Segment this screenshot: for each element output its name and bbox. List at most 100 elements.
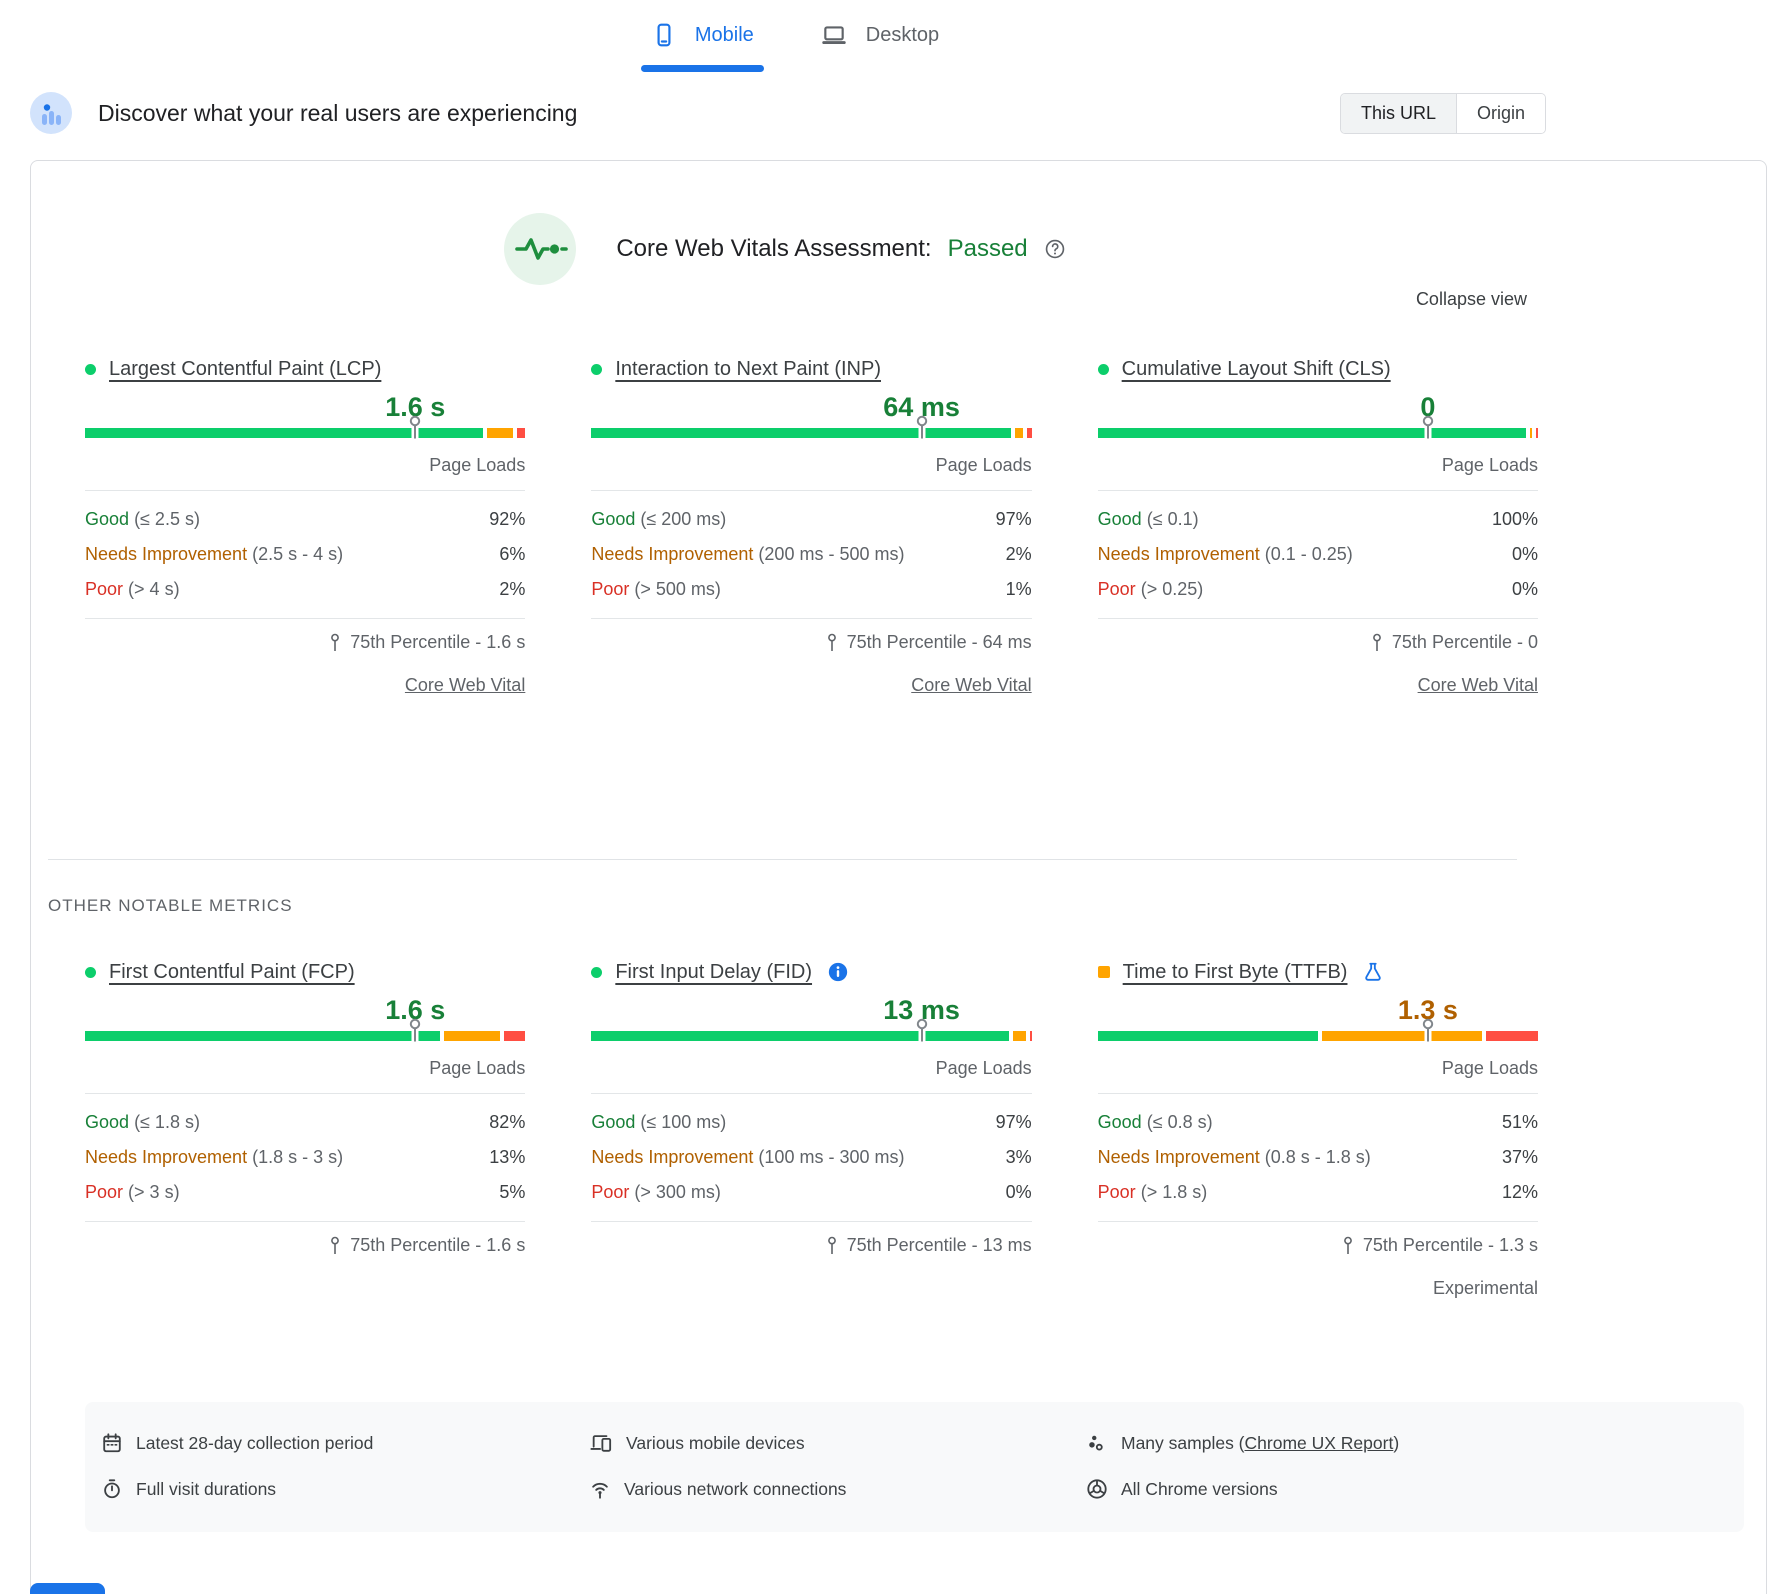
bar-segment-poor [1536, 428, 1538, 438]
metric-distribution-bar [85, 415, 526, 439]
distribution-label: Poor [85, 1182, 124, 1202]
distribution-range: (> 4 s) [128, 579, 180, 599]
distribution-row-ni: Needs Improvement (0.1 - 0.25) 0% [1098, 537, 1538, 572]
metric-status-dot-icon [85, 363, 96, 375]
distribution-percent: 1% [1005, 579, 1032, 599]
metric-status-dot-icon [85, 966, 96, 978]
origin-button[interactable]: Origin [1455, 93, 1545, 133]
network-icon [589, 1478, 611, 1500]
metric-title-link-inp[interactable]: Interaction to Next Paint (INP) [615, 357, 881, 380]
distribution-range: (> 0.25) [1140, 579, 1204, 599]
core-web-vital-link[interactable]: Core Web Vital [404, 675, 526, 695]
samples-icon [1086, 1432, 1108, 1454]
footer-item-text: Latest 28-day collection period [136, 1432, 374, 1453]
bar-segment-poor [516, 428, 526, 438]
distribution-percent: 100% [1491, 509, 1538, 529]
distribution-label: Good [591, 1112, 636, 1132]
chrome-ux-report-link[interactable]: Chrome UX Report [1244, 1432, 1394, 1453]
footer-item-text: Many samples (Chrome UX Report) [1121, 1432, 1400, 1453]
distribution-row-ni: Needs Improvement (100 ms - 300 ms) 3% [591, 1140, 1031, 1175]
devices-icon [589, 1432, 613, 1454]
pin-icon [1371, 633, 1383, 652]
bar-segment-ni [1014, 428, 1024, 438]
core-web-vital-link[interactable]: Core Web Vital [911, 675, 1032, 695]
metric-title-row: Time to First Byte (TTFB) [1097, 959, 1538, 985]
pin-icon [826, 633, 838, 652]
tab-desktop[interactable]: Desktop [818, 16, 941, 72]
distribution-row-ni: Needs Improvement (2.5 s - 4 s) 6% [85, 537, 525, 572]
distribution-row-ni: Needs Improvement (0.8 s - 1.8 s) 37% [1098, 1140, 1538, 1175]
percentile-marker-icon [914, 415, 929, 439]
percentile-marker-icon [1420, 1018, 1435, 1042]
active-tab-underline [640, 65, 764, 72]
experimental-label: Experimental [1432, 1278, 1538, 1298]
stopwatch-icon [101, 1478, 123, 1500]
distribution-percent: 0% [1005, 1182, 1032, 1202]
metric-title-link-fid[interactable]: First Input Delay (FID) [615, 960, 813, 983]
core-web-vital-row: Core Web Vital [591, 675, 1031, 699]
percentile-row: 75th Percentile - 1.6 s [85, 630, 525, 654]
percentile-marker-icon [408, 1018, 423, 1042]
distribution-percent: 12% [1501, 1182, 1538, 1202]
distribution-range: (100 ms - 300 ms) [758, 1147, 905, 1167]
distribution-row-good: Good (≤ 200 ms) 97% [591, 502, 1031, 537]
distribution-label: Poor [591, 1182, 630, 1202]
percentile-label: 75th Percentile - 1.6 s [350, 1234, 526, 1255]
distribution-label: Poor [1097, 1182, 1136, 1202]
metric-value-row: 1.6 s [85, 985, 525, 1031]
footer-item-text: All Chrome versions [1121, 1478, 1278, 1499]
footer-item: Various network connections [589, 1466, 1086, 1512]
metric-value-row: 1.3 s [1098, 985, 1538, 1031]
bar-segment-good [591, 1031, 1009, 1041]
distribution-row-poor: Poor (> 500 ms) 1% [591, 572, 1031, 607]
distribution-range: (> 3 s) [128, 1182, 180, 1202]
footer-item-text: Various mobile devices [626, 1432, 805, 1453]
distribution-row-ni: Needs Improvement (200 ms - 500 ms) 2% [591, 537, 1031, 572]
help-icon[interactable] [1044, 238, 1066, 260]
distribution-range: (0.8 s - 1.8 s) [1264, 1147, 1371, 1167]
distribution-row-poor: Poor (> 4 s) 2% [85, 572, 525, 607]
tab-mobile[interactable]: Mobile [640, 16, 764, 72]
divider [1097, 490, 1538, 491]
distribution-label: Good [1097, 509, 1142, 529]
pin-icon [329, 1236, 341, 1255]
metric-title-link-ttfb[interactable]: Time to First Byte (TTFB) [1122, 960, 1348, 983]
distribution-range: (2.5 s - 4 s) [252, 544, 344, 564]
bar-segment-poor [1027, 428, 1032, 438]
page-loads-label: Page Loads [935, 455, 1032, 475]
info-icon[interactable] [827, 961, 849, 983]
flask-icon[interactable] [1362, 960, 1384, 984]
distribution-row-ni: Needs Improvement (1.8 s - 3 s) 13% [85, 1140, 525, 1175]
pin-icon [329, 633, 341, 652]
page-loads-label: Page Loads [1441, 1058, 1538, 1078]
footer-item-text: Various network connections [624, 1478, 847, 1499]
distribution-label: Good [85, 1112, 130, 1132]
chrome-icon [1086, 1478, 1108, 1500]
this-url-button[interactable]: This URL [1340, 93, 1456, 133]
percentile-marker-icon [1420, 415, 1435, 439]
metric-title-link-cls[interactable]: Cumulative Layout Shift (CLS) [1121, 357, 1391, 380]
core-web-vitals-grid: Largest Contentful Paint (LCP) 1.6 s Page … [85, 356, 1538, 699]
page-loads-label: Page Loads [1441, 455, 1538, 475]
distribution-row-good: Good (≤ 1.8 s) 82% [85, 1105, 525, 1140]
scope-toggle: This URL Origin [1339, 92, 1546, 134]
footer-item: Full visit durations [101, 1466, 589, 1512]
metric-title-link-fcp[interactable]: First Contentful Paint (FCP) [109, 960, 355, 983]
collapse-view-button[interactable]: Collapse view [1415, 289, 1527, 309]
desktop-laptop-icon [820, 22, 848, 48]
footer-column: Many samples (Chrome UX Report) All Chrom… [1086, 1420, 1744, 1512]
metric-value-row: 1.6 s [85, 382, 525, 428]
distribution-range: (≤ 0.1) [1146, 509, 1199, 529]
distribution-range: (> 300 ms) [634, 1182, 721, 1202]
divider [85, 1221, 526, 1222]
bar-segment-good [591, 428, 1011, 438]
metric-title-link-lcp[interactable]: Largest Contentful Paint (LCP) [109, 357, 382, 380]
page-title: Discover what your real users are experi… [98, 99, 578, 126]
metric-title-row: Largest Contentful Paint (LCP) [85, 356, 525, 382]
footer-item-text: Full visit durations [136, 1478, 277, 1499]
core-web-vital-link[interactable]: Core Web Vital [1417, 675, 1538, 695]
percentile-row: 75th Percentile - 1.6 s [85, 1233, 525, 1257]
metric-fid: First Input Delay (FID) 13 ms Page Loads Go… [591, 959, 1032, 1302]
metric-distribution-bar [591, 1018, 1032, 1042]
